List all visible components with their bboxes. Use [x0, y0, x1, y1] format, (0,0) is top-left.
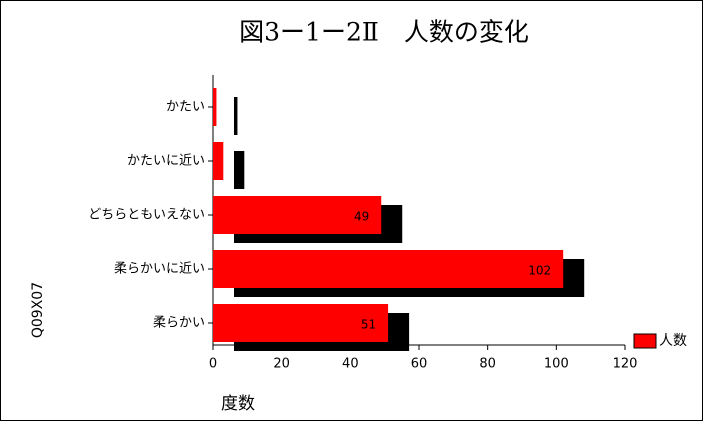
y-tick-label: かたい	[166, 100, 205, 115]
bar	[213, 196, 382, 234]
y-tick-label: 柔らかいに近い	[114, 262, 205, 277]
bar	[213, 88, 217, 126]
x-tick-label: 100	[544, 357, 569, 372]
x-tick-label: 20	[273, 357, 290, 372]
legend-label: 人数	[659, 333, 687, 349]
chart-title: 図3ー1ー2Ⅱ 人数の変化	[239, 18, 529, 47]
x-tick-label: 0	[209, 357, 217, 372]
y-tick-label: かたいに近い	[127, 154, 205, 169]
bar-shadow	[234, 97, 238, 135]
value-label: 51	[361, 318, 376, 332]
bar-shadow	[234, 151, 245, 189]
y-tick-label: 柔らかい	[153, 316, 205, 331]
value-label: 49	[354, 210, 369, 224]
legend-swatch	[633, 333, 657, 349]
bar	[213, 250, 564, 288]
x-axis-label: 度数	[221, 394, 255, 414]
y-axis-label: Q09X07	[30, 282, 46, 338]
x-tick-label: 120	[613, 357, 638, 372]
x-tick-label: 40	[342, 357, 359, 372]
x-tick-label: 80	[479, 357, 496, 372]
x-tick-label: 60	[411, 357, 428, 372]
bar	[213, 304, 389, 342]
bar	[213, 142, 224, 180]
y-tick-label: どちらともいえない	[88, 208, 205, 223]
value-label: 102	[528, 264, 551, 278]
